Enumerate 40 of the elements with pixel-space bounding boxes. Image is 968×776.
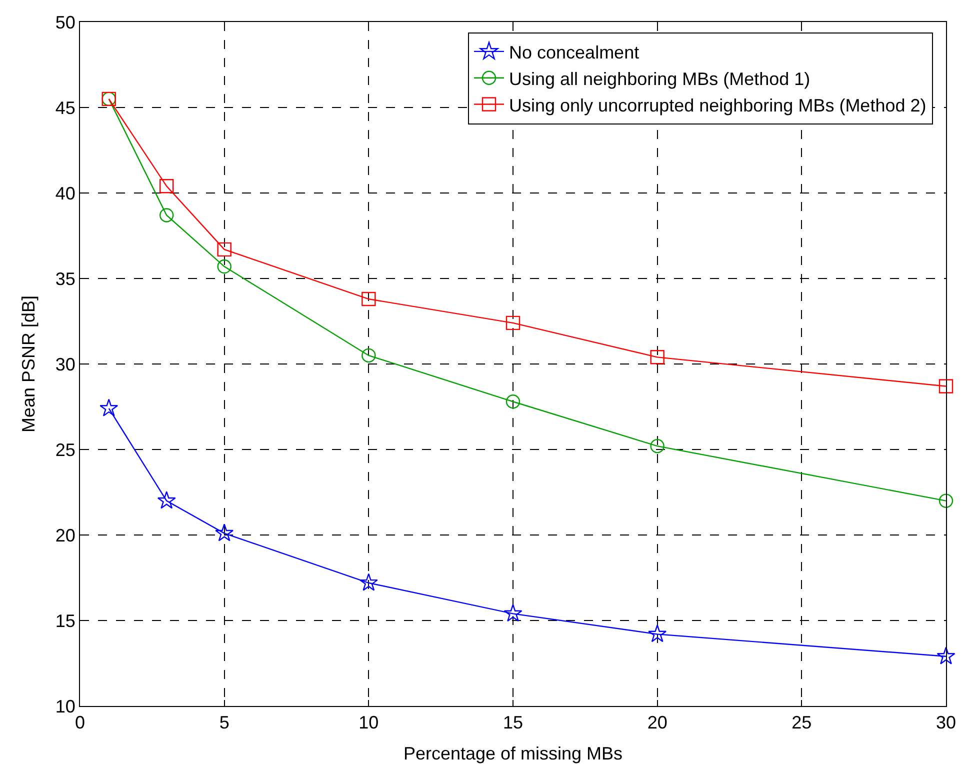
point [650,350,664,364]
point [217,242,232,257]
x-tick-label: 10 [358,712,379,733]
x-axis-title: Percentage of missing MBs [403,744,623,764]
point [217,259,232,274]
point [160,208,174,222]
y-tick-label: 45 [55,98,76,118]
point [362,292,376,306]
point [359,573,378,591]
point [936,646,956,664]
point [938,494,954,508]
y-tick-label: 25 [55,440,76,460]
y-tick-label: 50 [55,12,76,32]
legend-label: Using only uncorrupted neighboring MBs (Method 2) [509,95,926,116]
y-tick-label: 30 [55,354,76,374]
y-tick-label: 20 [55,525,76,546]
point [504,604,522,622]
x-tick-label: 25 [792,712,812,733]
point [160,179,174,194]
x-tick-label: 20 [647,712,668,733]
point [648,624,667,642]
y-tick-label: 10 [55,696,76,716]
legend-label: Using all neighboring MBs (Method 1) [509,68,810,89]
point [362,348,376,363]
x-tick-label: 0 [74,712,86,733]
point [650,438,664,454]
y-axis-title: Mean PSNR [dB] [18,295,39,433]
y-tick-label: 40 [55,183,76,204]
point [157,491,176,509]
point [506,316,520,330]
x-tick-label: 15 [502,712,524,733]
x-tick-label: 5 [219,712,230,733]
point [506,394,520,409]
x-tick-label: 30 [936,712,956,733]
y-tick-label: 35 [55,268,76,289]
point [938,379,954,394]
legend-label: No concealment [509,42,640,62]
point [100,398,118,416]
y-tick-label: 15 [55,610,76,631]
point [215,524,234,542]
